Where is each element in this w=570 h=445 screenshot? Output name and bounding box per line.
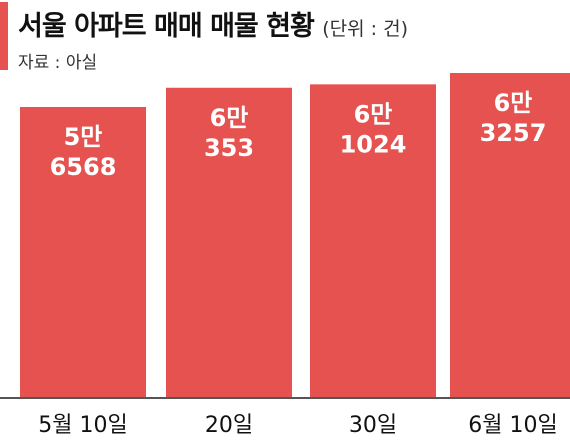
category-label-1: 5월 10일	[38, 413, 127, 438]
data-label-3-line-2: 1024	[340, 130, 407, 158]
chart-source: 자료 : 아실	[18, 53, 98, 73]
category-label-4: 6월 10일	[468, 413, 557, 438]
data-label-1-line-1: 5만	[64, 123, 103, 151]
data-label-3-line-1: 6만	[354, 100, 393, 128]
category-labels-group: 5월 10일 20일 30일 6월 10일	[38, 413, 557, 438]
bars-group	[20, 73, 570, 397]
bar-2	[166, 87, 292, 397]
bar-4	[450, 73, 570, 397]
data-label-2-line-2: 353	[204, 134, 254, 162]
data-label-2-line-1: 6만	[210, 104, 249, 132]
data-label-4-line-1: 6만	[494, 89, 533, 117]
chart-title: 서울 아파트 매매 매물 현황 (단위 : 건)	[18, 4, 408, 43]
bar-1	[20, 107, 146, 397]
title-accent-bar	[0, 2, 8, 70]
chart-unit: (단위 : 건)	[322, 18, 408, 40]
data-label-1-line-2: 6568	[50, 153, 117, 181]
category-label-2: 20일	[205, 413, 253, 438]
data-label-4-line-2: 3257	[480, 119, 547, 147]
category-label-3: 30일	[349, 413, 397, 438]
bar-3	[310, 84, 436, 397]
chart-title-text: 서울 아파트 매매 매물 현황	[18, 11, 315, 42]
